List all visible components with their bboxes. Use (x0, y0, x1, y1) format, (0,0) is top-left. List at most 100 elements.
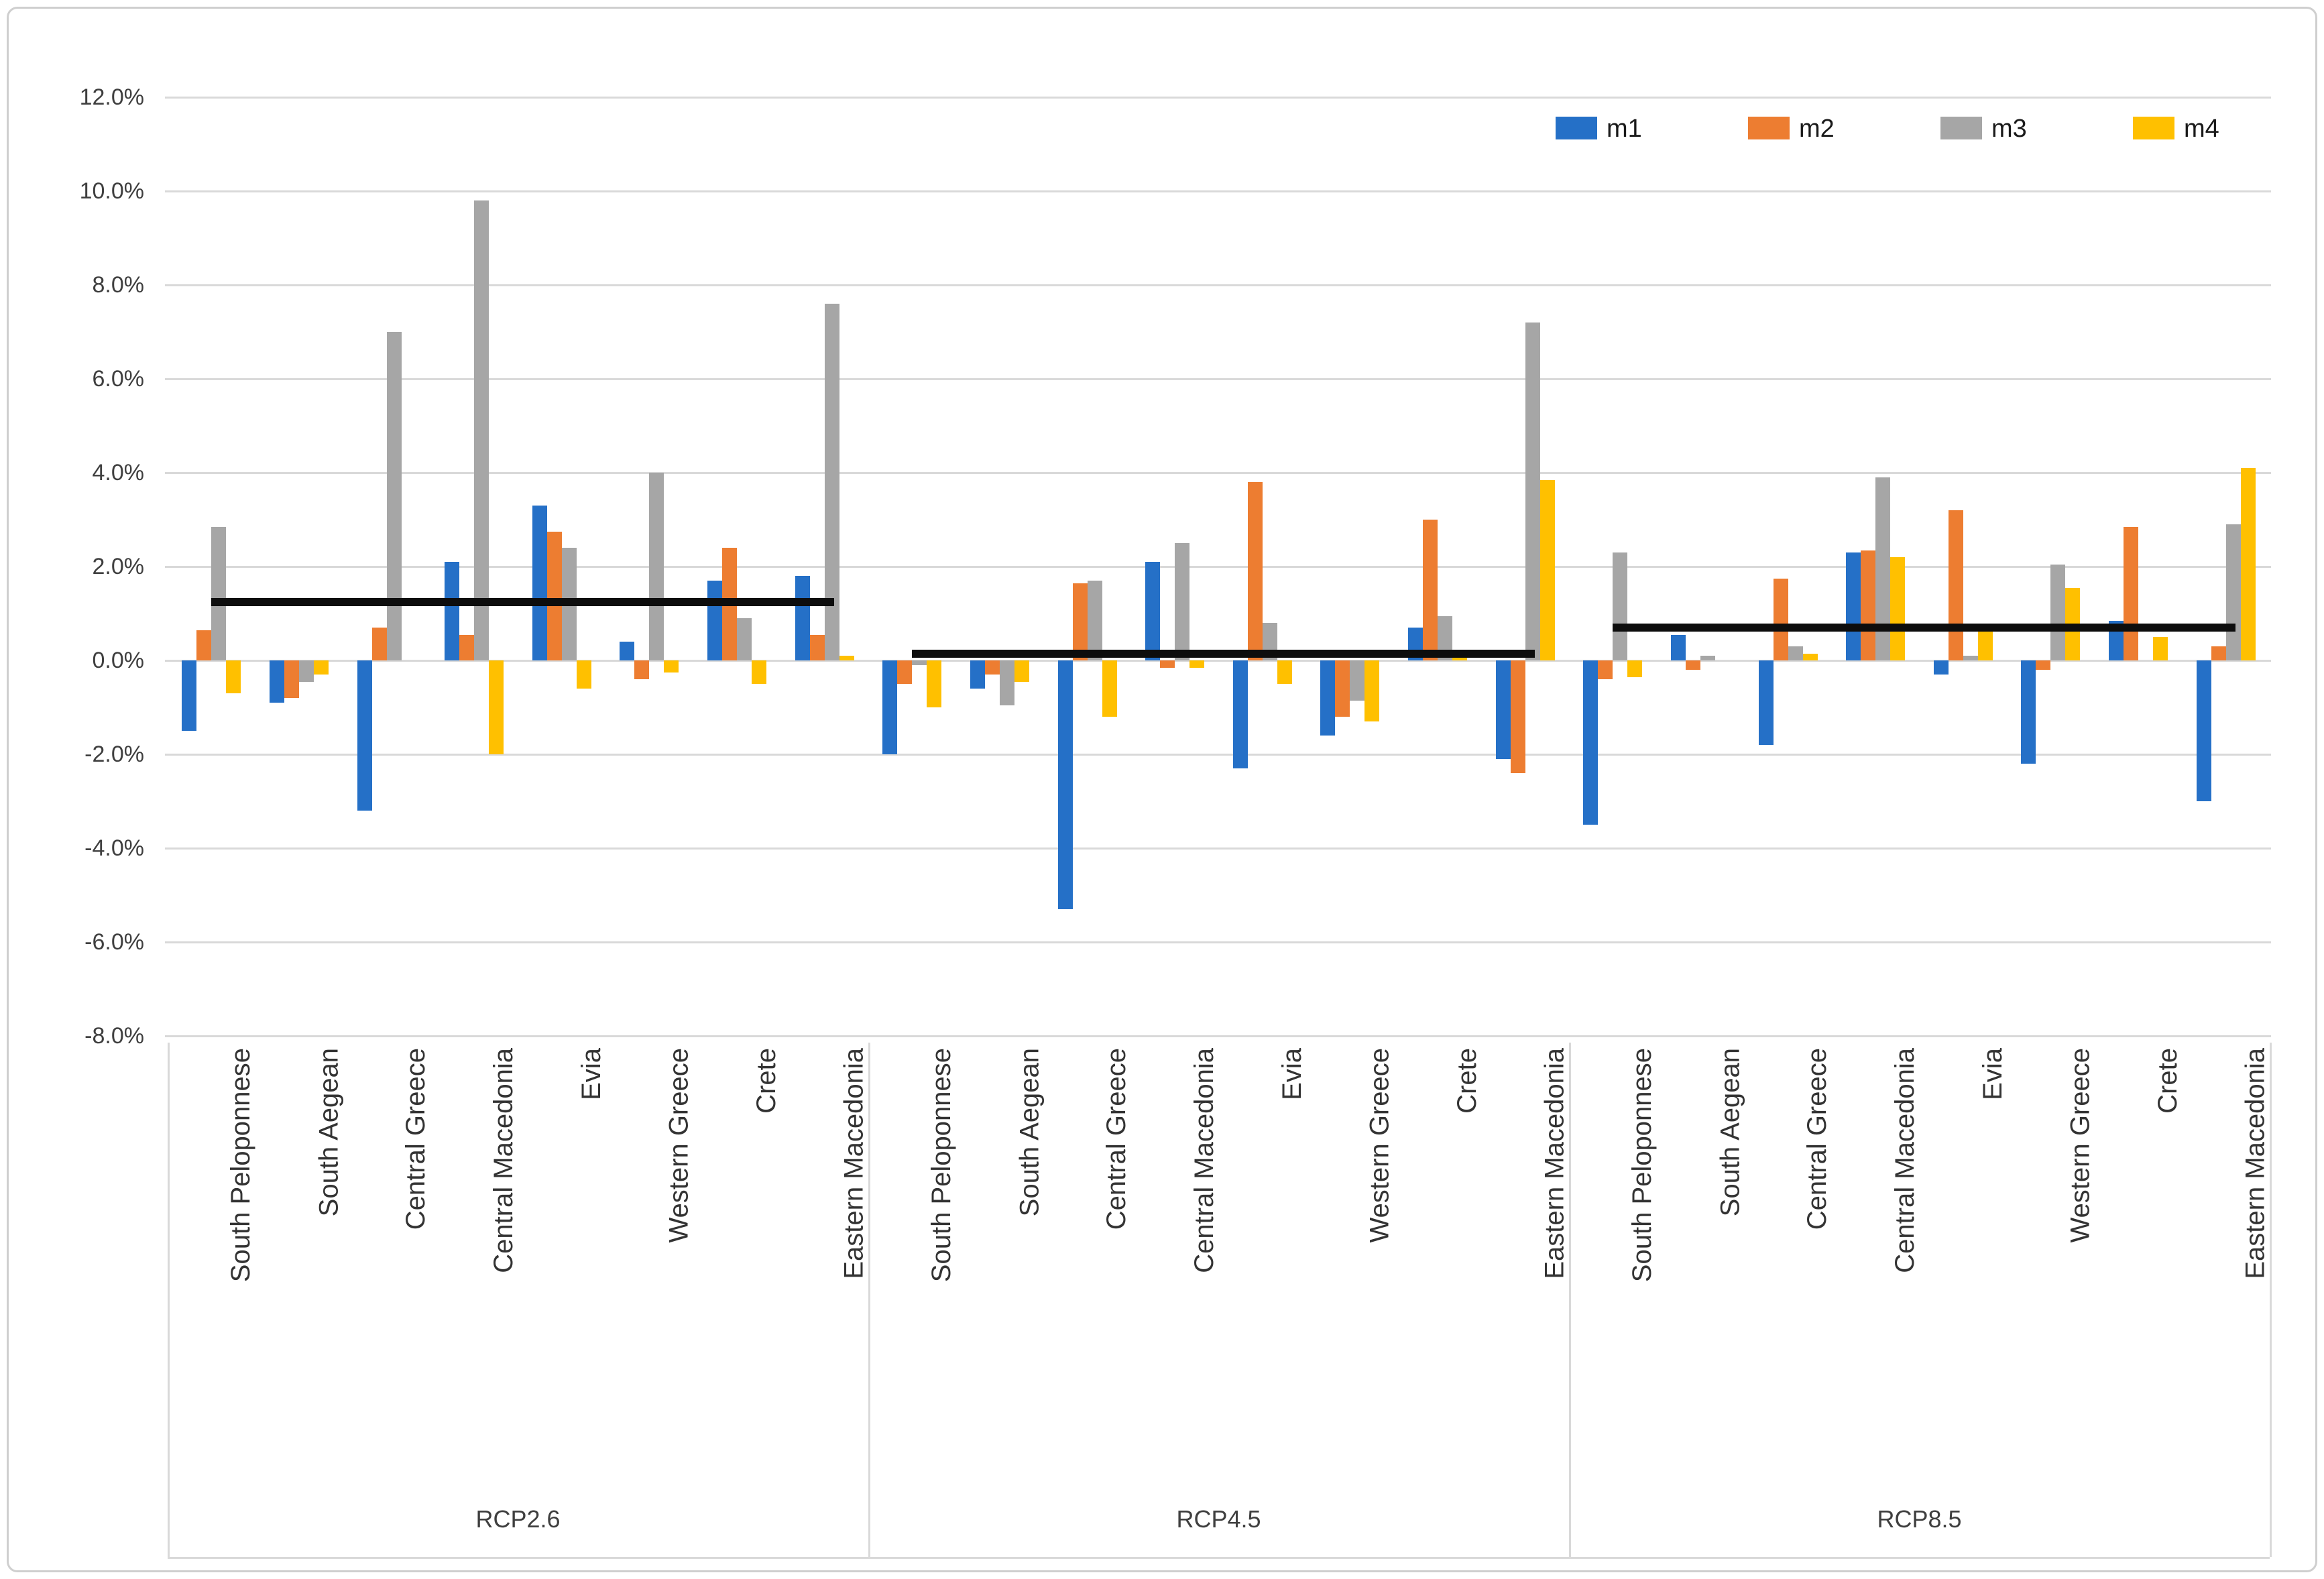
average-line-RCP4.5 (912, 649, 1535, 658)
y-tick-label: 2.0% (92, 554, 145, 579)
bar-RCP2.6-Central Macedonia-m2 (459, 634, 475, 660)
category-label-RCP4.5-6: Crete (1452, 1048, 1483, 1114)
bar-RCP2.6-Central Macedonia-m3 (474, 200, 489, 660)
legend-item-m4: m4 (2133, 114, 2280, 143)
legend-swatch-m2-icon (1748, 117, 1790, 139)
bar-RCP8.5-Crete-m4 (2153, 637, 2168, 660)
bar-RCP2.6-Central Macedonia-m1 (445, 562, 460, 660)
gridline--6 (165, 941, 2271, 943)
bar-RCP4.5-Crete-m2 (1423, 520, 1438, 660)
group-separator (1569, 1043, 1571, 1557)
bar-RCP8.5-Central Macedonia-m2 (1861, 550, 1876, 660)
bar-RCP2.6-Eastern Macedonia-m2 (809, 634, 825, 660)
bar-RCP8.5-South Peloponnese-m4 (1627, 660, 1643, 677)
legend-item-m3: m3 (1940, 114, 2088, 143)
category-label-RCP8.5-2: Central Greece (1802, 1048, 1833, 1230)
bar-RCP4.5-Central Greece-m1 (1057, 660, 1073, 909)
group-separator (868, 1043, 870, 1557)
bar-RCP2.6-South Peloponnese-m2 (196, 630, 212, 660)
bar-RCP8.5-Crete-m2 (2124, 526, 2139, 660)
bar-RCP2.6-Evia-m2 (546, 531, 562, 660)
category-label-RCP2.6-3: Central Macedonia (489, 1048, 519, 1273)
average-line-RCP2.6 (211, 597, 834, 606)
y-tick-label: 6.0% (92, 366, 145, 392)
gridline-12 (165, 97, 2271, 99)
gridline-8 (165, 284, 2271, 286)
gridline-0 (165, 660, 2271, 662)
bar-RCP2.6-Crete-m3 (737, 618, 752, 660)
bar-RCP2.6-Western Greece-m4 (664, 660, 679, 672)
bar-RCP8.5-Central Greece-m3 (1788, 646, 1803, 660)
bar-RCP8.5-Central Greece-m2 (1773, 578, 1788, 660)
category-label-RCP8.5-5: Western Greece (2065, 1048, 2095, 1243)
y-tick-label: -4.0% (84, 835, 144, 861)
bar-RCP4.5-South Aegean-m2 (984, 660, 1000, 675)
gridline--2 (165, 754, 2271, 756)
legend-item-m2: m2 (1748, 114, 1896, 143)
bar-RCP4.5-Western Greece-m4 (1364, 660, 1380, 721)
bar-RCP2.6-Evia-m1 (532, 506, 547, 660)
legend-label: m3 (1991, 115, 2027, 143)
bar-RCP8.5-Eastern Macedonia-m2 (2211, 646, 2226, 660)
bar-RCP2.6-Evia-m4 (576, 660, 591, 689)
category-label-RCP8.5-4: Evia (1977, 1048, 2008, 1100)
bar-RCP2.6-Eastern Macedonia-m4 (839, 656, 854, 660)
bar-RCP8.5-Evia-m1 (1933, 660, 1949, 675)
bar-RCP4.5-Central Macedonia-m4 (1189, 660, 1205, 668)
bar-RCP2.6-South Peloponnese-m1 (182, 660, 197, 731)
figure-border (7, 7, 2317, 1572)
category-label-RCP2.6-6: Crete (752, 1048, 782, 1114)
bar-RCP8.5-South Aegean-m2 (1685, 660, 1700, 670)
category-label-RCP8.5-6: Crete (2153, 1048, 2183, 1114)
bar-RCP2.6-South Aegean-m2 (284, 660, 299, 698)
gridline-6 (165, 378, 2271, 380)
bar-RCP8.5-South Aegean-m1 (1670, 634, 1686, 660)
y-tick-label: -8.0% (84, 1023, 144, 1049)
bar-RCP2.6-Western Greece-m1 (620, 642, 635, 660)
y-tick-label: 8.0% (92, 272, 145, 298)
y-tick-label: 12.0% (79, 84, 144, 110)
y-tick-label: 0.0% (92, 648, 145, 673)
category-label-RCP2.6-1: South Aegean (313, 1048, 343, 1217)
bar-RCP2.6-Central Greece-m3 (386, 332, 402, 660)
category-label-RCP8.5-3: Central Macedonia (1890, 1048, 1920, 1273)
category-label-RCP8.5-7: Eastern Macedonia (2240, 1048, 2270, 1279)
category-label-RCP2.6-4: Evia (576, 1048, 606, 1100)
bar-RCP2.6-South Peloponnese-m4 (226, 660, 241, 693)
legend-item-m1: m1 (1556, 114, 1703, 143)
bar-RCP8.5-South Peloponnese-m2 (1598, 660, 1613, 679)
bar-RCP4.5-Evia-m2 (1247, 482, 1263, 660)
bar-RCP8.5-Western Greece-m3 (2050, 564, 2066, 660)
bar-RCP4.5-Central Macedonia-m3 (1175, 543, 1190, 660)
y-tick-label: 10.0% (79, 178, 144, 204)
bar-RCP4.5-Central Greece-m4 (1102, 660, 1117, 717)
bar-RCP4.5-Western Greece-m3 (1350, 660, 1365, 701)
legend-swatch-m3-icon (1940, 117, 1982, 139)
category-label-RCP4.5-5: Western Greece (1364, 1048, 1395, 1243)
bar-RCP2.6-South Peloponnese-m3 (211, 526, 227, 660)
legend-swatch-m4-icon (2133, 117, 2174, 139)
category-label-RCP4.5-0: South Peloponnese (927, 1048, 957, 1283)
bar-RCP4.5-Evia-m4 (1277, 660, 1292, 684)
average-line-RCP8.5 (1613, 624, 2235, 632)
legend-label: m1 (1607, 115, 1642, 143)
bar-RCP2.6-South Aegean-m4 (313, 660, 329, 675)
group-label-RCP8.5: RCP8.5 (1877, 1505, 1962, 1533)
gridline--8 (165, 1035, 2271, 1037)
y-tick-label: -2.0% (84, 742, 144, 767)
bar-RCP8.5-South Peloponnese-m1 (1583, 660, 1599, 825)
bar-RCP4.5-South Peloponnese-m2 (897, 660, 913, 684)
category-label-RCP4.5-7: Eastern Macedonia (1539, 1048, 1570, 1279)
bar-RCP2.6-Eastern Macedonia-m1 (795, 576, 810, 660)
category-label-RCP2.6-2: Central Greece (401, 1048, 431, 1230)
legend-label: m2 (1799, 115, 1835, 143)
bar-RCP2.6-Western Greece-m3 (649, 473, 664, 660)
bar-RCP4.5-Eastern Macedonia-m3 (1525, 323, 1540, 660)
bar-RCP4.5-South Peloponnese-m3 (912, 660, 927, 665)
bar-RCP8.5-Evia-m4 (1977, 630, 1993, 660)
bar-RCP8.5-South Aegean-m3 (1700, 656, 1715, 660)
category-label-RCP4.5-1: South Aegean (1014, 1048, 1044, 1217)
group-separator (2270, 1043, 2272, 1557)
bar-RCP4.5-Eastern Macedonia-m4 (1539, 479, 1555, 660)
